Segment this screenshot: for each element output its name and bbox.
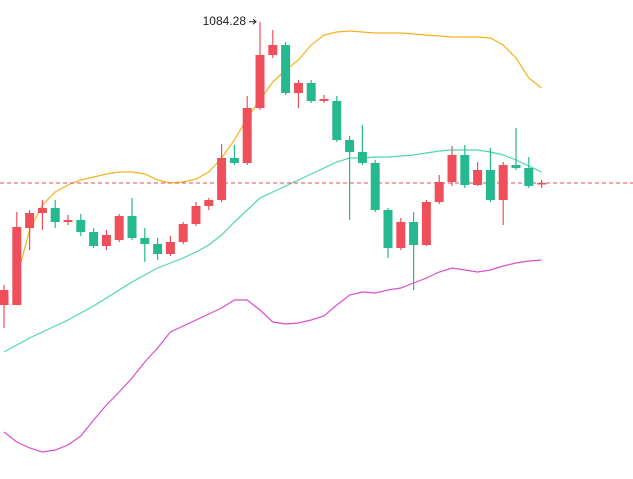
candle-body	[293, 83, 303, 93]
candle-body	[511, 165, 521, 168]
candle-body	[447, 155, 457, 182]
candle-body	[306, 83, 316, 101]
candle-body	[37, 208, 47, 213]
candle-body	[421, 202, 431, 245]
candle-body	[127, 216, 137, 238]
candle-body	[537, 183, 547, 185]
candle-body	[204, 200, 214, 206]
candle-body	[357, 152, 367, 163]
candle-body	[460, 155, 470, 185]
candle-body	[178, 224, 188, 242]
candle-body	[255, 55, 265, 108]
candle-body	[345, 140, 355, 152]
candle-body	[524, 168, 534, 186]
candle-body	[473, 170, 483, 185]
candle-body	[396, 222, 406, 248]
candle-body	[25, 213, 35, 228]
candle-body	[89, 232, 99, 246]
candle-body	[281, 45, 291, 93]
band-line	[3, 259, 542, 453]
high-annotation: 1084.28	[203, 14, 247, 28]
candle-body	[191, 206, 201, 224]
candle-body	[332, 101, 342, 140]
candle-body	[165, 242, 175, 254]
candle-body	[217, 158, 227, 200]
candle-body	[114, 216, 124, 240]
annotation-arrow	[249, 18, 257, 25]
candle-body	[101, 235, 111, 246]
candle-body	[0, 290, 9, 305]
candle-body	[434, 182, 444, 202]
candle-body	[229, 158, 239, 163]
band-line	[16, 30, 542, 279]
candle-body	[242, 108, 252, 163]
candle-body	[50, 208, 60, 222]
candle-body	[409, 222, 419, 245]
candle-body	[76, 220, 86, 232]
candle-body	[268, 45, 278, 55]
candle-body	[485, 170, 495, 200]
candle-body	[383, 210, 393, 248]
candle-body	[319, 99, 329, 101]
candle-body	[370, 163, 380, 210]
candle-body	[498, 165, 508, 200]
candle-body	[153, 244, 163, 254]
candle-body	[140, 238, 150, 244]
candle-body	[63, 220, 73, 222]
candle-body	[12, 227, 22, 305]
